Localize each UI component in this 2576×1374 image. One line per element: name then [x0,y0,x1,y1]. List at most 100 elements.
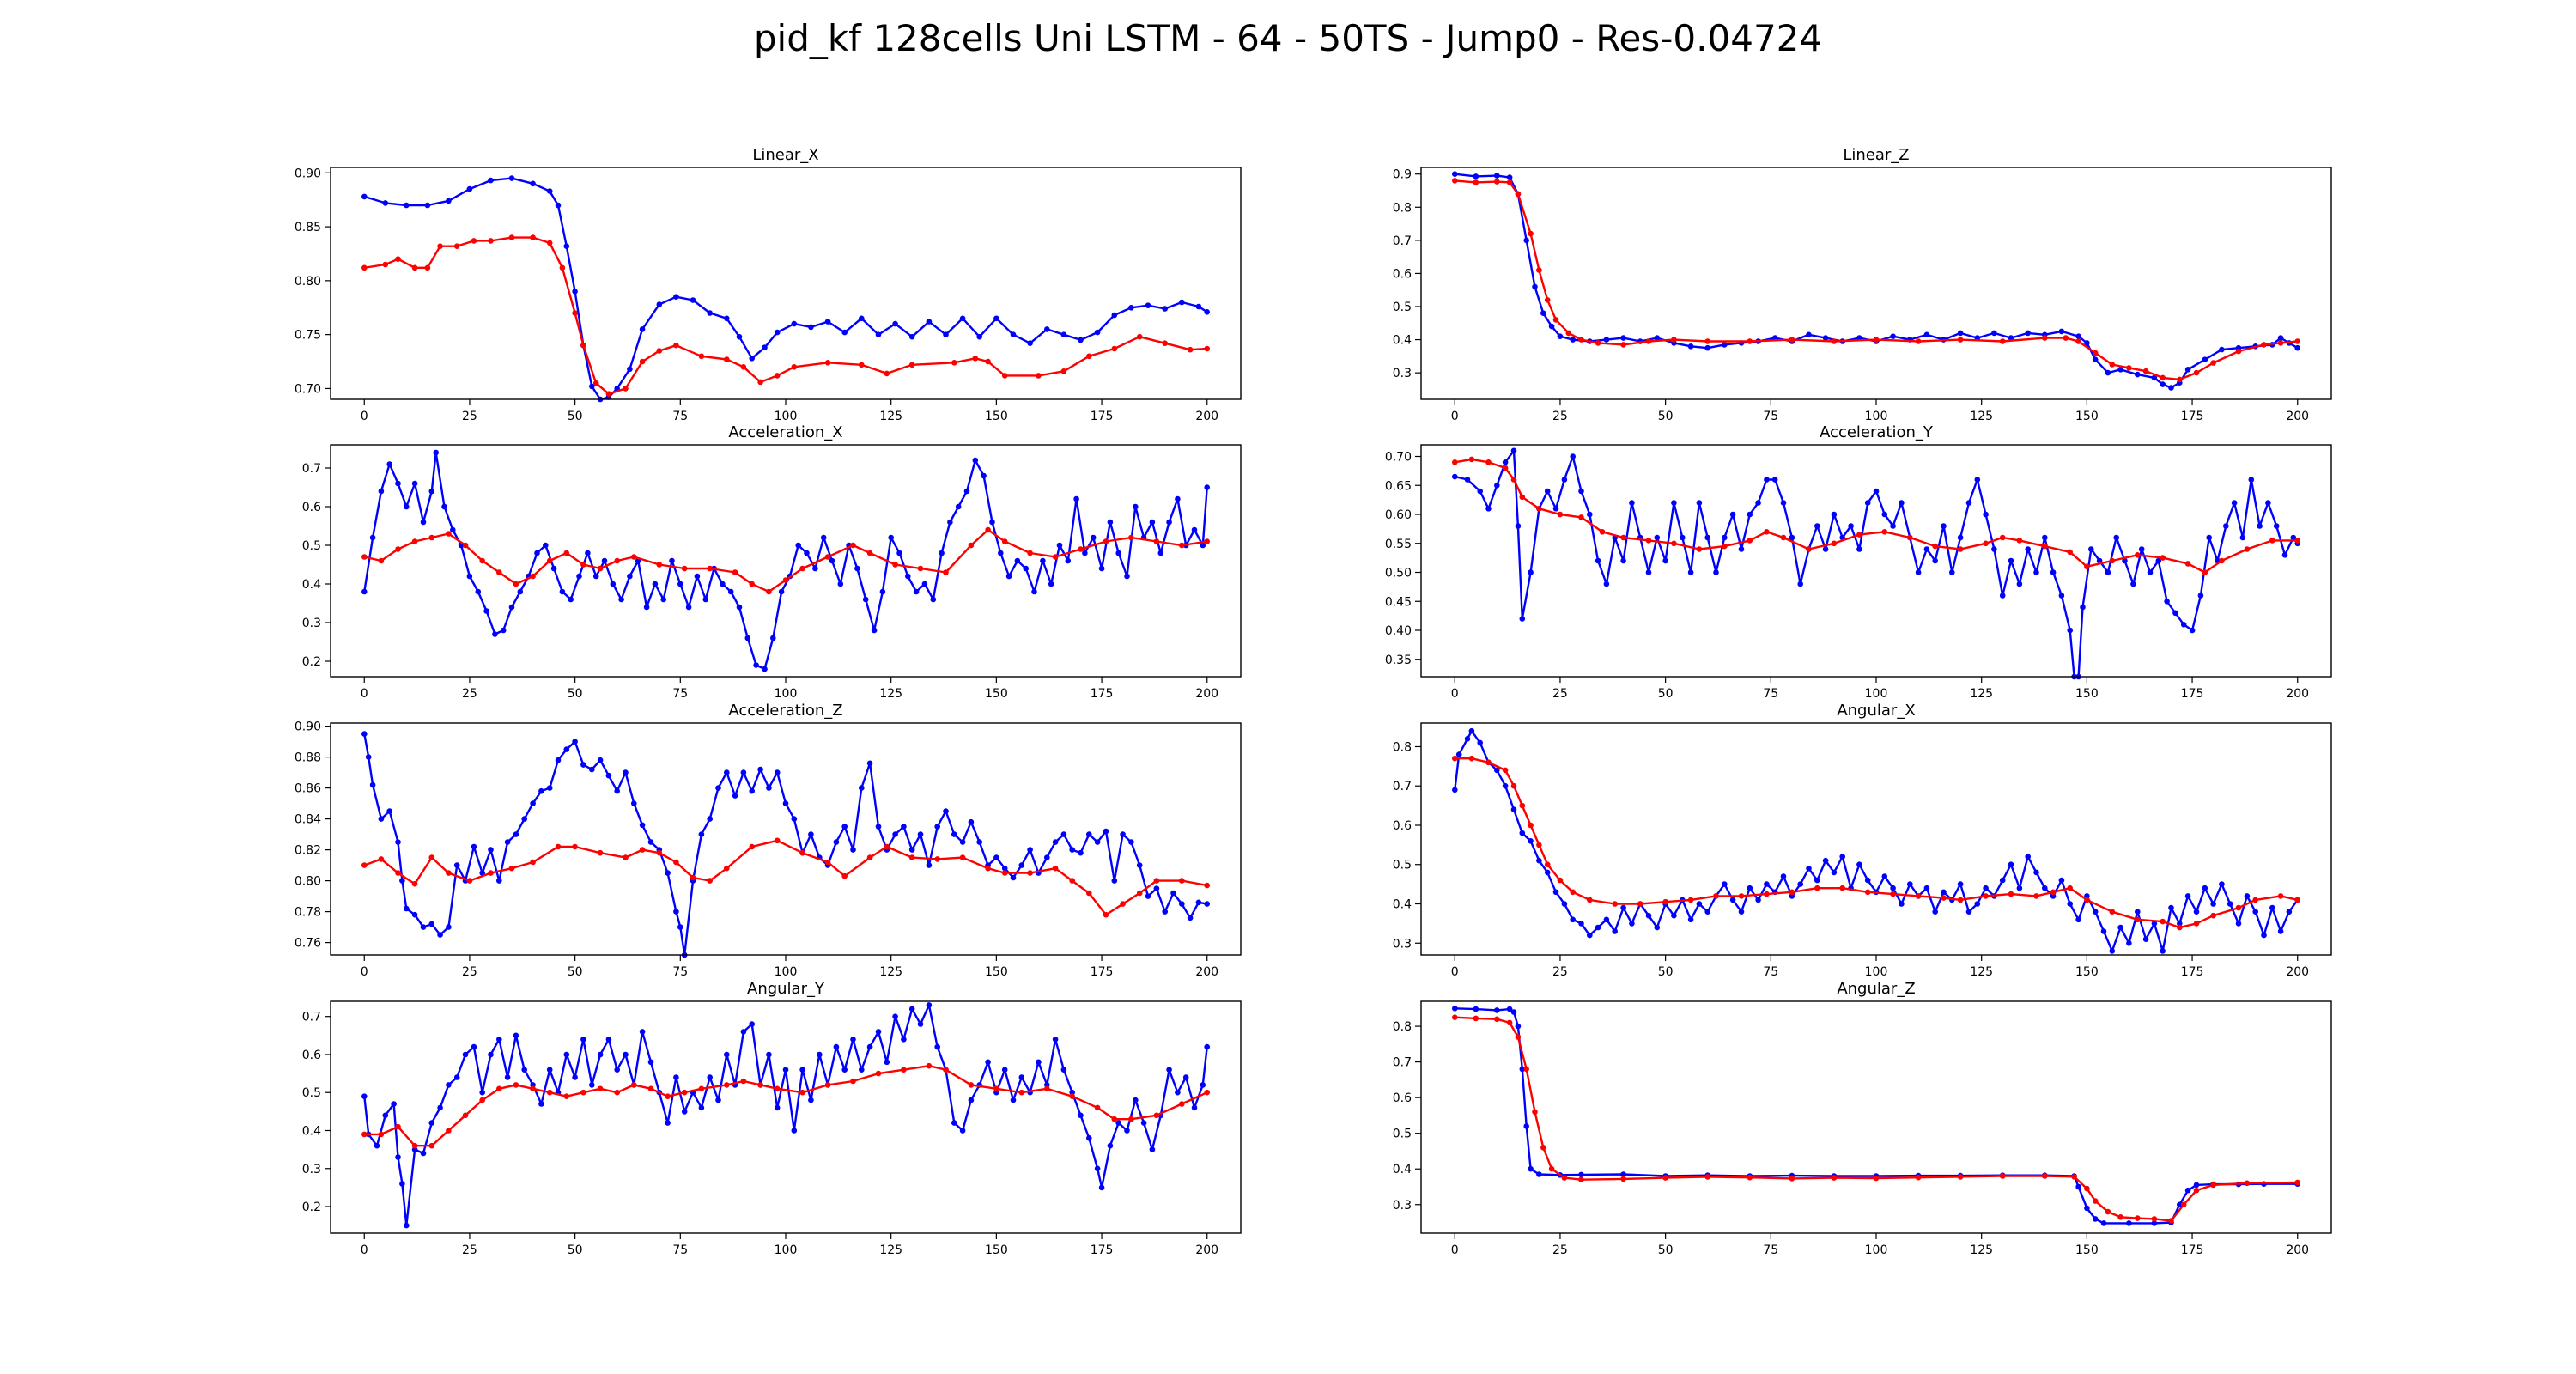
series-line-predicted [1455,179,2298,381]
data-point [1561,1175,1568,1181]
data-point [2084,563,2090,570]
data-point [1552,889,1559,896]
data-point [757,379,763,386]
x-tick-label: 150 [985,1243,1008,1257]
data-point [639,847,646,853]
data-point [1881,873,1888,879]
data-point [1983,540,1989,547]
data-point [1120,831,1126,837]
data-point [555,202,562,209]
data-point [399,1181,405,1187]
data-point [2080,604,2086,611]
x-tick-label: 50 [1658,410,1674,423]
x-tick-label: 25 [462,965,477,979]
data-point [993,854,999,860]
data-point [1780,534,1787,541]
data-point [374,1142,380,1149]
data-point [1595,924,1601,931]
data-point [1523,1123,1529,1129]
data-point [1747,1174,1753,1181]
series-line-predicted [364,1065,1208,1147]
data-point [1082,550,1088,556]
data-point [1595,340,1601,346]
data-point [652,581,659,587]
series-markers-actual [1452,727,2300,954]
data-point [1494,179,1500,185]
data-point [433,449,440,456]
data-point [1452,473,1458,480]
data-point [875,1029,882,1035]
data-point [462,1051,469,1058]
data-point [698,831,705,837]
data-point [757,1082,763,1088]
data-point [841,1067,848,1073]
y-tick-label: 0.90 [295,167,321,180]
data-point [471,238,477,244]
plot-frame [1420,722,2332,956]
data-point [361,1093,368,1099]
data-point [757,766,763,773]
data-point [1890,891,1896,897]
data-point [1056,542,1063,549]
data-point [2219,557,2225,564]
data-point [1747,885,1753,891]
data-point [2126,365,2132,371]
data-point [1510,782,1517,789]
data-point [2122,557,2128,564]
x-tick-label: 0 [1451,410,1459,423]
data-point [1814,523,1820,529]
data-point [631,1082,637,1088]
data-point [2206,534,2212,541]
data-point [647,1059,654,1066]
data-point [1806,866,1812,872]
data-point [1157,550,1164,556]
data-point [1890,333,1896,340]
data-point [1502,459,1509,465]
data-point [500,627,507,634]
data-point [1771,477,1778,483]
data-point [2151,1220,2158,1226]
y-tick-label: 0.60 [1385,508,1412,522]
data-point [1468,755,1475,762]
data-point [1506,1019,1513,1026]
data-point [2294,1179,2300,1186]
y-tick-label: 0.3 [302,1163,321,1176]
data-point [1831,869,1838,876]
y-tick-label: 0.7 [302,462,321,476]
data-point [1506,179,1513,185]
x-tick-label: 25 [1552,965,1568,979]
data-point [1561,477,1568,483]
data-point [959,854,966,860]
data-point [395,1123,401,1130]
data-point [727,588,734,595]
data-point [1949,569,1955,575]
data-point [2184,367,2191,373]
data-point [1696,901,1703,907]
data-point [854,565,860,572]
data-point [1187,346,1194,353]
data-point [1983,893,1989,899]
data-point [521,1067,527,1073]
data-point [913,588,920,595]
series-markers-predicted [361,1062,1210,1149]
data-point [1974,901,1981,907]
data-point [1680,534,1686,541]
data-point [2160,918,2166,925]
y-tick-label: 0.5 [1393,1128,1412,1141]
data-point [2008,335,2014,341]
data-point [1570,453,1576,459]
data-point [1001,870,1008,876]
data-point [534,550,540,556]
x-tick-label: 125 [879,687,902,701]
data-point [1204,345,1210,352]
data-point [2042,335,2048,341]
data-point [1831,511,1838,518]
data-point [592,573,599,580]
data-point [597,849,604,856]
data-point [546,557,553,564]
series-markers-predicted [1452,178,2300,383]
x-tick-label: 75 [672,687,688,701]
series-markers-predicted [1452,755,2300,931]
y-tick-label: 0.90 [295,720,321,734]
data-point [1044,854,1050,860]
